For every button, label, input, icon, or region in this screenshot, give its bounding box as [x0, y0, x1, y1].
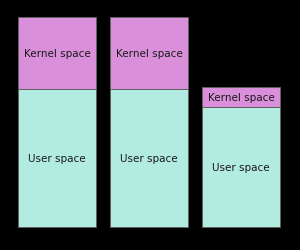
- Bar: [110, 18, 188, 90]
- Text: User space: User space: [212, 162, 270, 172]
- Bar: [18, 90, 96, 227]
- Bar: [110, 90, 188, 227]
- Text: Kernel space: Kernel space: [116, 49, 182, 59]
- Text: Kernel space: Kernel space: [208, 93, 274, 102]
- Bar: [202, 88, 280, 108]
- Text: User space: User space: [28, 154, 86, 163]
- Text: Kernel space: Kernel space: [24, 49, 90, 59]
- Bar: [18, 18, 96, 90]
- Text: User space: User space: [120, 154, 178, 163]
- Bar: [202, 108, 280, 227]
